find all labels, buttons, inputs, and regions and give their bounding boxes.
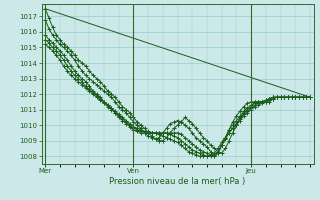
X-axis label: Pression niveau de la mer( hPa ): Pression niveau de la mer( hPa ) bbox=[109, 177, 246, 186]
